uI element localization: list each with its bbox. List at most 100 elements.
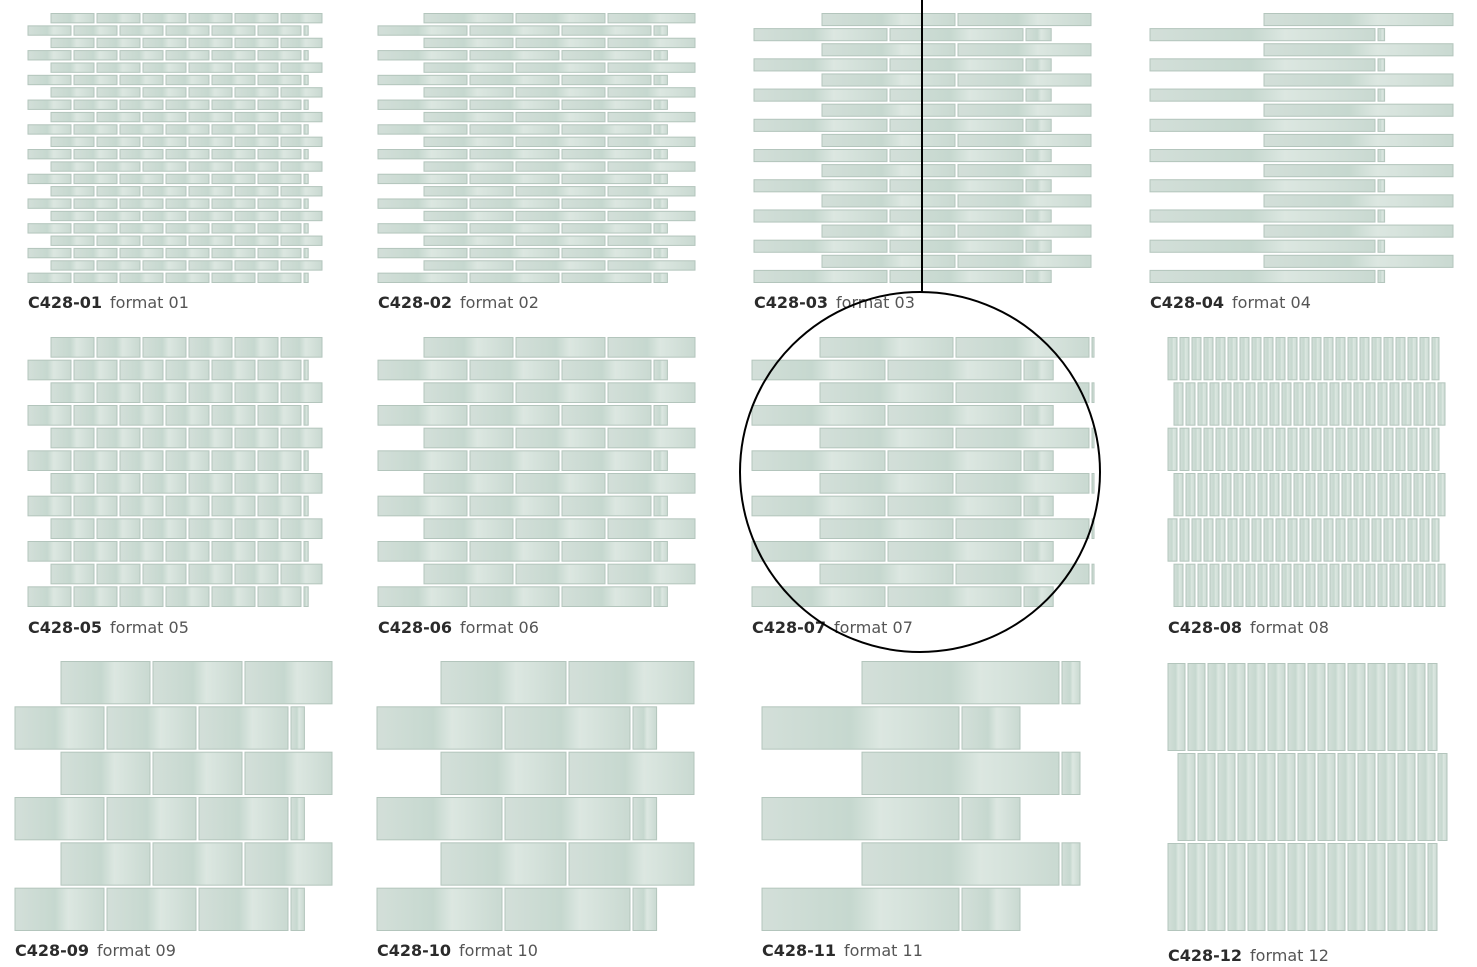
tile-piece [120,273,163,282]
tile-piece [1288,428,1297,470]
tile-piece [1276,519,1285,561]
tile-piece [51,564,94,584]
tile-piece [1330,383,1339,425]
tile-piece [752,587,885,607]
tile-piece [1390,383,1399,425]
tile-piece [1378,383,1387,425]
tile-piece [1024,496,1053,516]
tile-piece [654,26,667,35]
tile-piece [1258,564,1267,606]
tile-piece [958,44,1091,56]
tile-piece [562,273,651,282]
tile-piece [1222,564,1231,606]
tile-caption: C428-06format 06 [378,618,539,637]
tile-piece [378,75,467,84]
tile-piece [1338,754,1355,841]
tile-piece [1348,519,1357,561]
tiles [15,14,1453,931]
tile-piece [28,542,71,562]
tile-piece [51,383,94,403]
tile-piece [516,338,605,358]
tile-piece [1282,383,1291,425]
tile-piece [166,75,209,84]
tile-piece [1372,519,1381,561]
tile-piece [61,662,150,704]
tile-piece [28,199,71,208]
tile-piece [97,63,140,72]
tile-piece [516,38,605,47]
tile-piece [762,707,959,749]
tile-piece [1368,664,1385,751]
tile-piece [1402,474,1411,516]
tile-piece [820,338,953,358]
tile-piece [1270,474,1279,516]
tile-piece [281,38,322,47]
tile-piece [1216,519,1225,561]
tile-piece [1366,564,1375,606]
tile-piece [97,88,140,97]
tile-piece [1240,338,1249,380]
tile-code: C428-01 [28,293,102,312]
tile-piece [1186,383,1195,425]
tile-piece [51,88,94,97]
tile-piece [890,59,1023,71]
tile-piece [608,63,695,72]
tile-code: C428-09 [15,941,89,960]
tile-piece [505,707,630,749]
tile-format: format 01 [110,293,189,312]
tile-piece [304,26,308,35]
tile-piece [1150,29,1375,41]
tile-piece [212,51,255,60]
tile-piece [1402,564,1411,606]
tile-piece [608,261,695,270]
tile-piece [890,240,1023,252]
tile-piece [505,888,630,930]
tile-piece [258,224,301,233]
tile-piece [1372,338,1381,380]
tile-piece [1150,89,1375,101]
tile-piece [235,88,278,97]
tile-piece [1360,428,1369,470]
tile-piece [1312,519,1321,561]
tile-format: format 06 [460,618,539,637]
tile-piece [120,26,163,35]
tile-piece [1276,428,1285,470]
tile-piece [143,236,186,245]
tile-piece [608,211,695,220]
tile-piece [378,360,467,380]
tile-piece [1432,519,1439,561]
tile-piece [212,360,255,380]
tile-piece [1384,519,1393,561]
tile-piece [1026,180,1051,192]
tile-piece [1378,474,1387,516]
tile-piece [120,224,163,233]
tile-piece [424,38,513,47]
tile-piece [1408,428,1417,470]
tile-code: C428-08 [1168,618,1242,637]
tile-piece [1418,754,1435,841]
tile-piece [1378,270,1385,282]
tile-piece [654,51,667,60]
tile-piece [1298,754,1315,841]
tile-caption: C428-11format 11 [762,941,923,960]
tile-piece [962,707,1020,749]
tile-piece [378,199,467,208]
tile-piece [890,180,1023,192]
tile-piece [1294,564,1303,606]
tile-piece [258,100,301,109]
tile-piece [862,752,1059,794]
tile-piece [235,38,278,47]
tile-piece [166,406,209,426]
tile-piece [1426,564,1435,606]
tile-piece [1210,383,1219,425]
tile-piece [608,564,695,584]
tile-piece [258,406,301,426]
tile-piece [97,428,140,448]
tile-piece [1198,474,1207,516]
tile-piece [28,496,71,516]
tile-caption: C428-09format 09 [15,941,176,960]
tile-piece [754,59,887,71]
tile-piece [754,180,887,192]
tile-piece [1174,383,1183,425]
tile-piece [258,26,301,35]
